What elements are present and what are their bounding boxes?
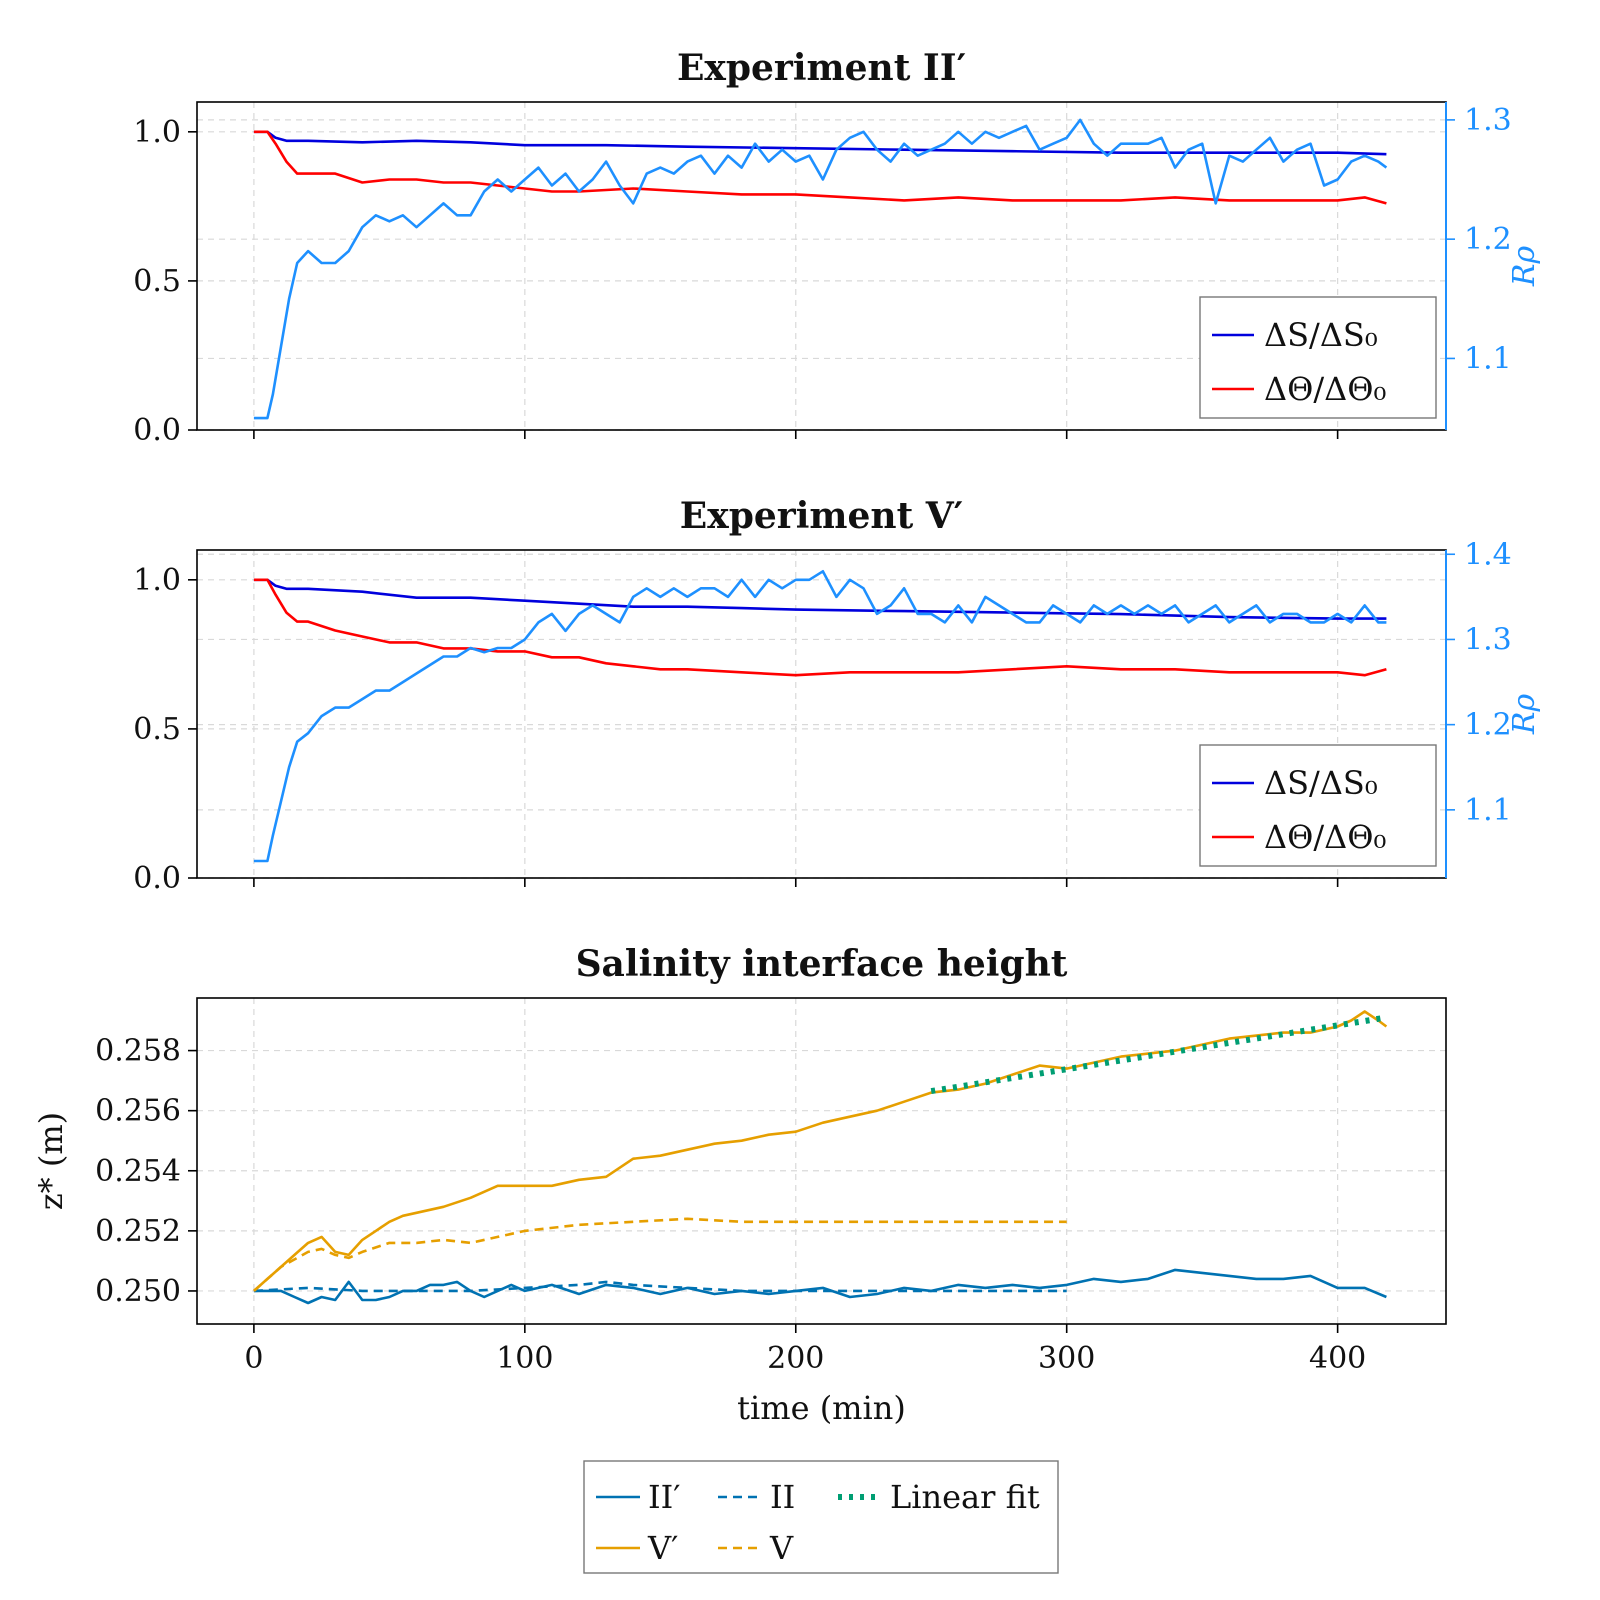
legend-label: Linear fit: [890, 1478, 1040, 1516]
series-line-v: [253, 1010, 1388, 1292]
legend-label: II′: [648, 1478, 681, 1516]
legend-label: ΔΘ/ΔΘ₀: [1264, 818, 1386, 856]
legend-box: [1199, 296, 1437, 419]
series-group: [253, 1010, 1388, 1305]
y2-tick-label: 1.4: [1464, 537, 1512, 572]
legend-box: [1199, 744, 1437, 867]
series-line-r-rrho: [253, 570, 1387, 863]
y2-tick-label: 1.2: [1464, 222, 1512, 257]
plot-frame: [196, 997, 1447, 1325]
y-axis-label: z* (m): [32, 1112, 70, 1210]
x-tick-label: 0: [244, 1341, 263, 1376]
series-line-v: [253, 1217, 1067, 1292]
legend-label: II: [770, 1478, 795, 1516]
y2-tick-label: 1.1: [1464, 341, 1512, 376]
series-group: [253, 118, 1388, 420]
y-tick-label: 0.5: [133, 712, 181, 747]
series-line-r-rrho: [253, 118, 1388, 420]
y-tick-label: 0.0: [133, 413, 181, 448]
y-tick-label: 0.258: [95, 1034, 181, 1069]
x-tick-label: 100: [496, 1341, 553, 1376]
y2-tick-label: 1.3: [1464, 622, 1512, 657]
panel-legend: ΔS/ΔS₀ ΔΘ/ΔΘ₀: [1199, 744, 1437, 867]
panel-experiment-ii-prime: Experiment II′ 0.0 0.5 1.0 1.1 1.2 1.3 Rρ ΔS/ΔS₀…: [133, 47, 1542, 448]
y-tick-label: 0.250: [95, 1274, 181, 1309]
y2-axis-label: Rρ: [1507, 694, 1542, 736]
y2-tick-label: 1.2: [1464, 708, 1512, 743]
panel-salinity-interface-height: Salinity interface height 0 100 200 300 400 0.…: [32, 943, 1447, 1427]
panel-legend: ΔS/ΔS₀ ΔΘ/ΔΘ₀: [1199, 296, 1437, 419]
bottom-legend: II′ II Linear fit V′ V: [583, 1460, 1059, 1574]
series-line-ii: [253, 1268, 1387, 1305]
y-tick-label: 0.254: [95, 1154, 181, 1189]
legend-label: ΔΘ/ΔΘ₀: [1264, 370, 1386, 408]
legend-label: ΔS/ΔS₀: [1264, 316, 1378, 354]
x-tick-label: 300: [1038, 1341, 1095, 1376]
y-tick-label: 0.252: [95, 1214, 181, 1249]
series-line-linear-fit: [930, 1014, 1387, 1095]
y-tick-label: 1.0: [133, 115, 181, 150]
series-line-s-s: [253, 130, 1387, 156]
legend-box: [583, 1460, 1059, 1574]
y-tick-label: 0.0: [133, 861, 181, 896]
legend-label: V: [769, 1529, 794, 1567]
y-tick-label: 0.256: [95, 1094, 181, 1129]
legend-label: V′: [647, 1529, 678, 1567]
x-axis-label: time (min): [737, 1389, 906, 1427]
series-line-series: [253, 578, 1387, 677]
series-line-series: [253, 130, 1387, 205]
x-tick-label: 200: [767, 1341, 824, 1376]
panel-title: Experiment V′: [680, 495, 963, 537]
y-tick-label: 1.0: [133, 563, 181, 598]
x-tick-label: 400: [1309, 1341, 1366, 1376]
panel-experiment-v-prime: Experiment V′ 0.0 0.5 1.0 1.1 1.2 1.3 1.4 Rρ ΔS/Δ…: [133, 495, 1542, 896]
series-line-s-s: [253, 578, 1387, 620]
y2-tick-label: 1.1: [1464, 793, 1512, 828]
y2-tick-label: 1.3: [1464, 103, 1512, 138]
panel-title: Experiment II′: [677, 47, 966, 89]
series-group: [253, 570, 1387, 863]
series-line-ii: [253, 1280, 1067, 1293]
legend-label: ΔS/ΔS₀: [1264, 764, 1378, 802]
panel-title: Salinity interface height: [576, 943, 1068, 985]
y-tick-label: 0.5: [133, 264, 181, 299]
y2-axis-label: Rρ: [1507, 246, 1542, 288]
